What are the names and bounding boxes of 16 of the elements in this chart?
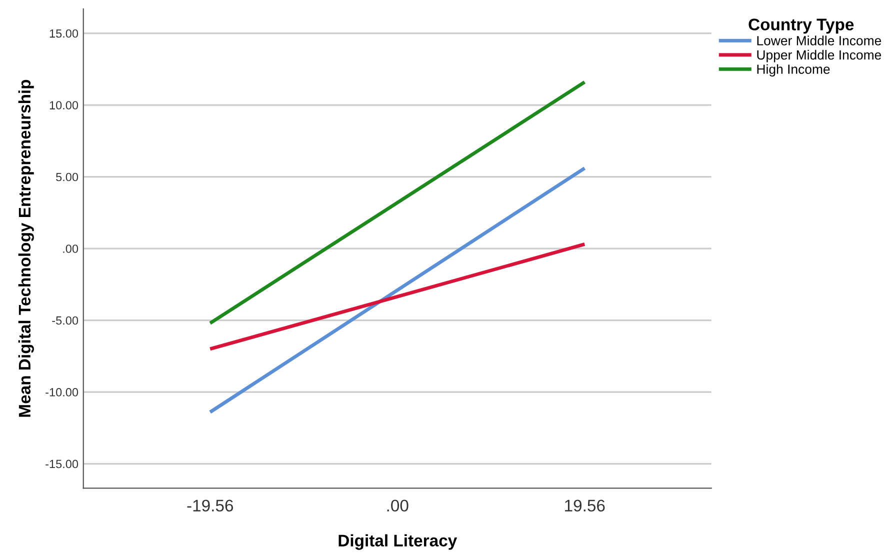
legend-title: Country Type — [748, 18, 854, 34]
y-tick-label: -15.00 — [46, 460, 78, 468]
y-tick-label: 10.00 — [50, 101, 78, 110]
legend-label: Lower Middle Income — [757, 36, 882, 46]
y-tick-label: 5.00 — [56, 172, 78, 182]
x-axis-title: Digital Literacy — [338, 534, 458, 550]
legend-label: Upper Middle Income — [757, 50, 882, 62]
x-tick-label: 19.56 — [565, 500, 605, 512]
y-tick-label: .00 — [63, 244, 78, 253]
y-tick-label: -5.00 — [52, 316, 78, 325]
x-tick-label: -19.56 — [187, 500, 234, 512]
y-axis-title: Mean Digital Technology Entrepreneurship — [18, 80, 34, 417]
y-tick-label: -10.00 — [46, 388, 78, 396]
legend-label: High Income — [757, 64, 830, 77]
y-tick-label: 15.00 — [50, 29, 78, 38]
x-tick-label: .00 — [387, 500, 408, 512]
